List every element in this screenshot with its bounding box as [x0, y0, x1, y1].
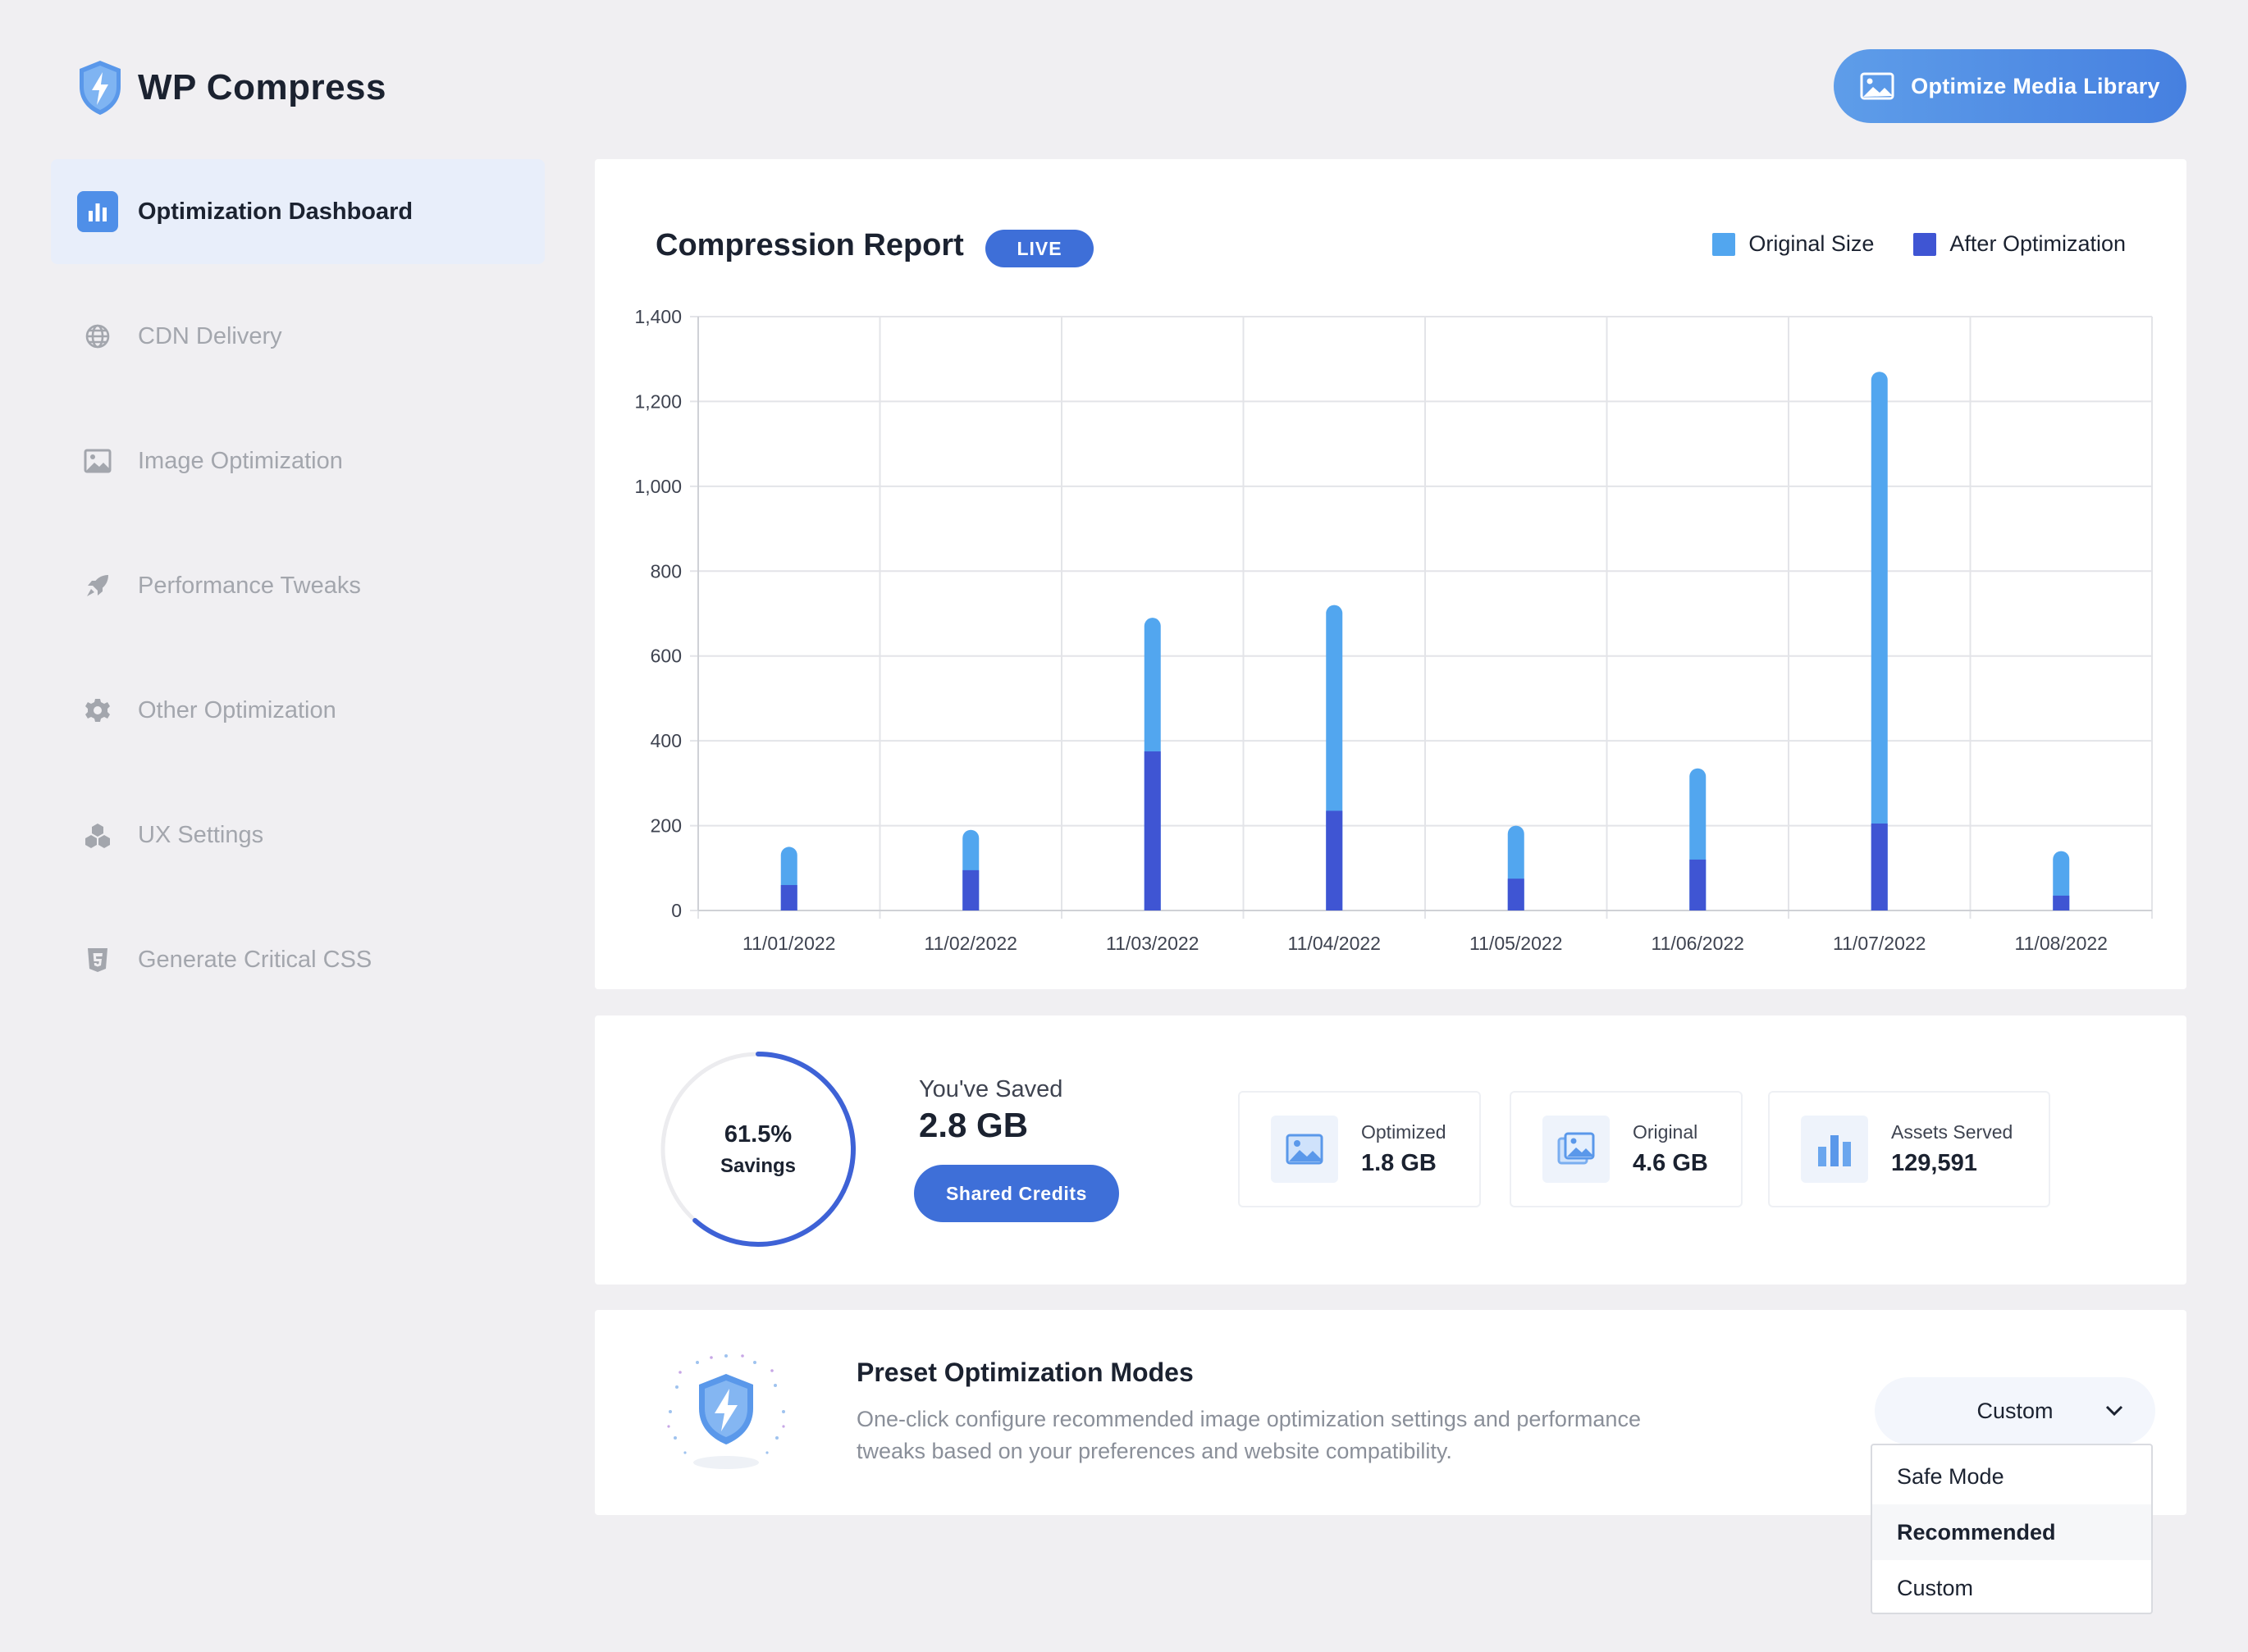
legend-swatch-original	[1712, 232, 1736, 256]
savings-percent: 61.5%	[724, 1120, 793, 1148]
sidebar-item-cdn-delivery[interactable]: CDN Delivery	[51, 284, 545, 389]
y-tick-label: 800	[651, 560, 682, 582]
y-tick-label: 1,200	[634, 390, 682, 412]
brand-logo[interactable]: WP Compress	[77, 59, 386, 116]
images-icon	[1542, 1116, 1610, 1183]
x-tick-label: 11/04/2022	[1288, 933, 1381, 954]
saved-label: You've Saved	[919, 1076, 1063, 1102]
bar-chart-icon	[1801, 1116, 1868, 1183]
css3-icon	[77, 939, 118, 980]
sidebar-item-label: Other Optimization	[138, 696, 336, 723]
optimize-media-library-label: Optimize Media Library	[1911, 73, 2160, 98]
bar-after-optimization	[1326, 810, 1343, 910]
rocket-icon	[77, 565, 118, 606]
chart-legend: Original Size After Optimization	[1712, 231, 2126, 257]
bar-after-optimization	[1689, 859, 1707, 910]
sidebar-item-performance-tweaks[interactable]: Performance Tweaks	[51, 533, 545, 638]
sidebar-item-label: CDN Delivery	[138, 322, 282, 349]
sidebar-item-ux-settings[interactable]: UX Settings	[51, 783, 545, 888]
sidebar-item-label: Generate Critical CSS	[138, 946, 372, 973]
bar-after-optimization	[1871, 823, 1888, 910]
sidebar-item-other-optimization[interactable]: Other Optimization	[51, 658, 545, 763]
legend-label: Original Size	[1748, 231, 1875, 256]
compression-report-card: 0 200 400 600 800 1,000 1,200 1,400 11/01/2022 11…	[595, 159, 2186, 989]
y-tick-label: 1,000	[634, 476, 682, 497]
preset-mode-select[interactable]: Custom	[1875, 1377, 2155, 1444]
legend-after-optimization[interactable]: After Optimization	[1913, 231, 2126, 257]
x-tick-label: 11/08/2022	[2015, 933, 2108, 954]
live-badge: LIVE	[985, 230, 1094, 267]
stat-value: 1.8 GB	[1361, 1150, 1437, 1176]
preset-title: Preset Optimization Modes	[857, 1358, 1194, 1387]
legend-label: After Optimization	[1949, 231, 2126, 256]
stat-value: 4.6 GB	[1633, 1150, 1708, 1176]
sidebar-item-optimization-dashboard[interactable]: Optimization Dashboard	[51, 159, 545, 264]
stat-label: Assets Served	[1891, 1121, 2013, 1143]
image-icon	[1271, 1116, 1338, 1183]
preset-mode-selected: Custom	[1976, 1398, 2054, 1423]
x-tick-label: 11/02/2022	[925, 933, 1017, 954]
bar-after-optimization	[780, 884, 797, 910]
y-tick-label: 200	[651, 815, 682, 837]
legend-swatch-after	[1913, 232, 1937, 256]
dropdown-option-recommended[interactable]: Recommended	[1872, 1504, 2151, 1560]
optimize-media-library-button[interactable]: Optimize Media Library	[1834, 49, 2186, 123]
y-tick-label: 400	[651, 730, 682, 751]
dropdown-option-safe-mode[interactable]: Safe Mode	[1897, 1463, 2004, 1489]
stat-label: Original	[1633, 1121, 1698, 1143]
x-tick-label: 11/06/2022	[1652, 933, 1744, 954]
chevron-down-icon	[2104, 1402, 2124, 1418]
cubes-icon	[77, 815, 118, 856]
bar-after-optimization	[1507, 878, 1524, 910]
bar-original-size	[1871, 372, 1888, 910]
bar-chart-icon	[77, 191, 118, 232]
gear-icon	[77, 690, 118, 731]
y-tick-label: 600	[651, 646, 682, 667]
sidebar-item-label: Optimization Dashboard	[138, 198, 414, 225]
bar-after-optimization	[2053, 895, 2070, 910]
stat-optimized: Optimized 1.8 GB	[1238, 1091, 1481, 1207]
shared-credits-button[interactable]: Shared Credits	[914, 1165, 1119, 1222]
sidebar-item-generate-critical-css[interactable]: Generate Critical CSS	[51, 907, 545, 1012]
x-tick-label: 11/05/2022	[1469, 933, 1562, 954]
compression-report-chart: 0 200 400 600 800 1,000 1,200 1,400 11/01/2022 11…	[634, 306, 2153, 954]
brand-name: WP Compress	[138, 67, 386, 107]
sidebar-item-image-optimization[interactable]: Image Optimization	[51, 408, 545, 513]
image-icon	[1860, 72, 1894, 100]
sidebar-item-label: Image Optimization	[138, 447, 343, 474]
sidebar-nav: Optimization Dashboard CDN Delivery Imag…	[51, 159, 545, 1032]
image-icon	[77, 440, 118, 481]
saved-value: 2.8 GB	[919, 1106, 1029, 1144]
stat-value: 129,591	[1891, 1150, 1977, 1176]
shield-bolt-icon	[77, 59, 123, 116]
stat-label: Optimized	[1361, 1121, 1446, 1143]
savings-percent-label: Savings	[720, 1154, 797, 1177]
dropdown-option-custom[interactable]: Custom	[1897, 1575, 1974, 1600]
stat-original: Original 4.6 GB	[1510, 1091, 1743, 1207]
stat-assets-served: Assets Served 129,591	[1768, 1091, 2050, 1207]
savings-ring: 61.5% Savings	[657, 1048, 859, 1250]
preset-description: One-click configure recommended image op…	[857, 1407, 1641, 1463]
shield-bolt-icon	[652, 1338, 800, 1485]
savings-card: 61.5% Savings You've Saved 2.8 GB Shared…	[595, 1015, 2186, 1285]
y-tick-label: 0	[671, 900, 682, 921]
preset-mode-dropdown: Safe Mode Recommended Custom	[1871, 1444, 2153, 1614]
sidebar-item-label: UX Settings	[138, 821, 264, 848]
x-tick-label: 11/07/2022	[1833, 933, 1926, 954]
globe-icon	[77, 316, 118, 357]
sidebar-item-label: Performance Tweaks	[138, 572, 361, 599]
x-tick-label: 11/03/2022	[1106, 933, 1199, 954]
bar-after-optimization	[1144, 751, 1161, 910]
chart-title: Compression Report	[656, 228, 964, 262]
bar-after-optimization	[962, 869, 980, 910]
x-tick-label: 11/01/2022	[742, 933, 835, 954]
y-tick-label: 1,400	[634, 306, 682, 327]
legend-original-size[interactable]: Original Size	[1712, 231, 1874, 257]
